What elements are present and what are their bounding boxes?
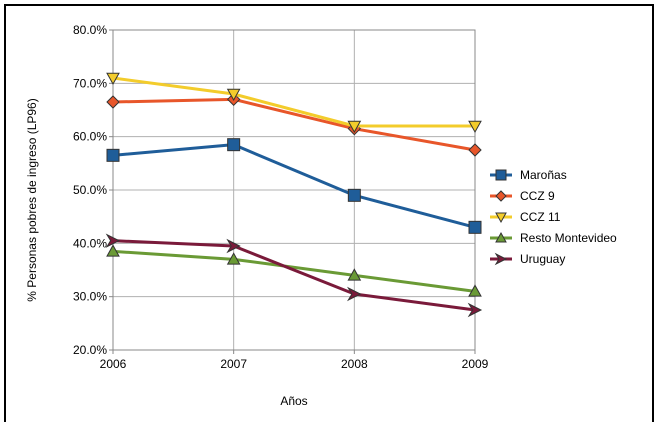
data-point [226, 238, 241, 254]
y-tick-label: 30.0% [73, 290, 107, 304]
legend-marker [494, 252, 508, 266]
x-tick-label: 2009 [462, 357, 489, 371]
series-line [112, 76, 475, 128]
legend-item: Maroñas [490, 168, 567, 182]
y-tick-label: 70.0% [73, 76, 107, 90]
data-point [227, 138, 241, 152]
y-tick-label: 40.0% [73, 236, 107, 250]
legend-label: Maroñas [520, 168, 567, 182]
data-point [106, 244, 120, 257]
x-tick-label: 2006 [100, 357, 127, 371]
legend-marker [495, 190, 507, 202]
data-point [347, 188, 361, 202]
series-1 [106, 92, 482, 157]
series-lines [105, 72, 483, 318]
legend-marker [495, 231, 507, 243]
data-point [106, 95, 120, 109]
x-axis-label: Años [280, 394, 307, 408]
y-axis-ticks: 20.0% 30.0% 40.0% 50.0% 60.0% 70.0% 80.0% [73, 23, 113, 357]
legend-marker [495, 212, 507, 224]
series-4 [105, 233, 483, 318]
data-point [468, 120, 482, 134]
data-point [347, 268, 362, 281]
x-tick-label: 2007 [220, 357, 247, 371]
data-point [226, 252, 241, 265]
series-line [112, 143, 476, 229]
legend-item: Resto Montevideo [490, 231, 617, 245]
legend-label: Resto Montevideo [520, 231, 617, 245]
y-axis-label: % Personas pobres de ingreso (LP96) [25, 98, 39, 301]
legend-item: CCZ 11 [490, 210, 561, 224]
data-point [468, 220, 482, 234]
legend-label: Uruguay [520, 252, 565, 266]
x-tick-label: 2008 [341, 357, 368, 371]
series-line [112, 97, 476, 152]
legend-item: Uruguay [490, 252, 565, 266]
series-3 [106, 244, 482, 297]
data-point [467, 302, 483, 318]
data-point [106, 72, 120, 86]
y-tick-label: 80.0% [73, 23, 107, 37]
series-2 [106, 72, 482, 134]
y-tick-label: 20.0% [73, 343, 107, 357]
legend-marker [495, 169, 507, 181]
data-point [468, 143, 482, 157]
data-point [347, 286, 362, 302]
x-axis-ticks: 2006 2007 2008 2009 [100, 350, 489, 371]
legend: Maroñas CCZ 9 CCZ 11 Resto Montevideo Urugua… [490, 168, 617, 266]
y-tick-label: 60.0% [73, 130, 107, 144]
data-point [468, 284, 482, 297]
data-point [226, 88, 241, 102]
legend-label: CCZ 11 [520, 210, 561, 224]
series-line [112, 239, 476, 312]
legend-item: CCZ 9 [490, 189, 555, 203]
data-point [105, 233, 121, 248]
series-0 [106, 138, 482, 234]
series-line [112, 249, 476, 293]
legend-label: CCZ 9 [520, 189, 555, 203]
data-point [347, 120, 362, 134]
y-tick-label: 50.0% [73, 183, 107, 197]
data-point [106, 148, 120, 162]
